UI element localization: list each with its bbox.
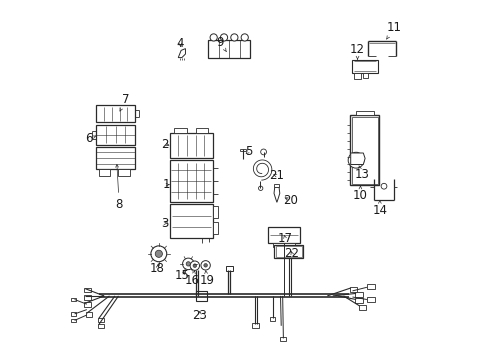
- Bar: [354, 73, 360, 79]
- Text: 18: 18: [150, 262, 164, 275]
- Bar: [355, 298, 362, 303]
- Bar: [349, 115, 379, 185]
- Bar: [352, 60, 377, 73]
- Bar: [85, 312, 92, 317]
- Text: 16: 16: [184, 271, 199, 287]
- Text: 5: 5: [244, 145, 252, 158]
- Circle shape: [203, 264, 207, 267]
- Bar: [84, 288, 91, 292]
- Text: 8: 8: [115, 165, 122, 211]
- Bar: [351, 117, 377, 184]
- Bar: [84, 302, 91, 307]
- Circle shape: [241, 34, 248, 41]
- Text: 10: 10: [352, 186, 367, 202]
- Text: 2: 2: [161, 138, 168, 150]
- Bar: [98, 318, 104, 322]
- Polygon shape: [350, 153, 365, 165]
- Text: 7: 7: [120, 93, 129, 111]
- Bar: [96, 147, 135, 169]
- Bar: [366, 284, 374, 289]
- Bar: [274, 184, 279, 187]
- Text: 21: 21: [269, 169, 284, 182]
- Circle shape: [230, 34, 238, 41]
- Bar: [174, 128, 186, 133]
- Text: 4: 4: [176, 37, 184, 50]
- Bar: [366, 297, 374, 302]
- Text: 22: 22: [284, 247, 299, 260]
- Circle shape: [155, 250, 162, 257]
- Circle shape: [260, 149, 266, 155]
- Bar: [355, 292, 362, 297]
- Text: 15: 15: [174, 269, 189, 282]
- Bar: [279, 337, 285, 341]
- Bar: [358, 305, 366, 310]
- Bar: [195, 128, 208, 133]
- Bar: [212, 206, 218, 218]
- Circle shape: [182, 258, 194, 270]
- Bar: [212, 222, 218, 234]
- Bar: [169, 160, 212, 202]
- Bar: [96, 125, 135, 145]
- Bar: [196, 291, 207, 301]
- Circle shape: [258, 186, 263, 190]
- Bar: [170, 204, 212, 238]
- Bar: [96, 105, 135, 122]
- Text: 9: 9: [216, 36, 226, 51]
- Circle shape: [210, 34, 217, 41]
- Bar: [275, 246, 301, 257]
- Circle shape: [190, 261, 199, 270]
- Text: 20: 20: [283, 194, 297, 207]
- Circle shape: [201, 261, 210, 270]
- Bar: [98, 324, 104, 328]
- Bar: [71, 298, 76, 301]
- Bar: [272, 243, 295, 247]
- Text: 14: 14: [371, 201, 386, 217]
- Circle shape: [220, 34, 227, 41]
- Bar: [269, 317, 275, 321]
- Text: 12: 12: [349, 43, 365, 59]
- Text: 17: 17: [277, 232, 292, 245]
- Text: 11: 11: [386, 21, 401, 39]
- Circle shape: [151, 246, 166, 262]
- Bar: [84, 295, 91, 300]
- Circle shape: [193, 264, 196, 267]
- Polygon shape: [273, 187, 279, 202]
- Text: 3: 3: [161, 217, 168, 230]
- Circle shape: [347, 152, 363, 168]
- Circle shape: [186, 262, 190, 266]
- Text: 1: 1: [162, 178, 169, 191]
- Bar: [274, 245, 303, 258]
- Bar: [349, 287, 356, 292]
- Bar: [251, 323, 258, 328]
- Text: 23: 23: [192, 309, 207, 322]
- Bar: [267, 227, 300, 243]
- Bar: [99, 169, 110, 176]
- Polygon shape: [178, 49, 185, 58]
- Text: 13: 13: [354, 166, 368, 181]
- Text: 6: 6: [85, 132, 96, 145]
- Bar: [362, 73, 367, 78]
- Bar: [117, 169, 130, 176]
- Text: 19: 19: [199, 271, 214, 287]
- Bar: [169, 133, 212, 158]
- Circle shape: [380, 183, 386, 189]
- Bar: [208, 40, 249, 58]
- Bar: [71, 319, 76, 322]
- Bar: [71, 312, 76, 316]
- Bar: [225, 266, 232, 271]
- Bar: [355, 111, 373, 115]
